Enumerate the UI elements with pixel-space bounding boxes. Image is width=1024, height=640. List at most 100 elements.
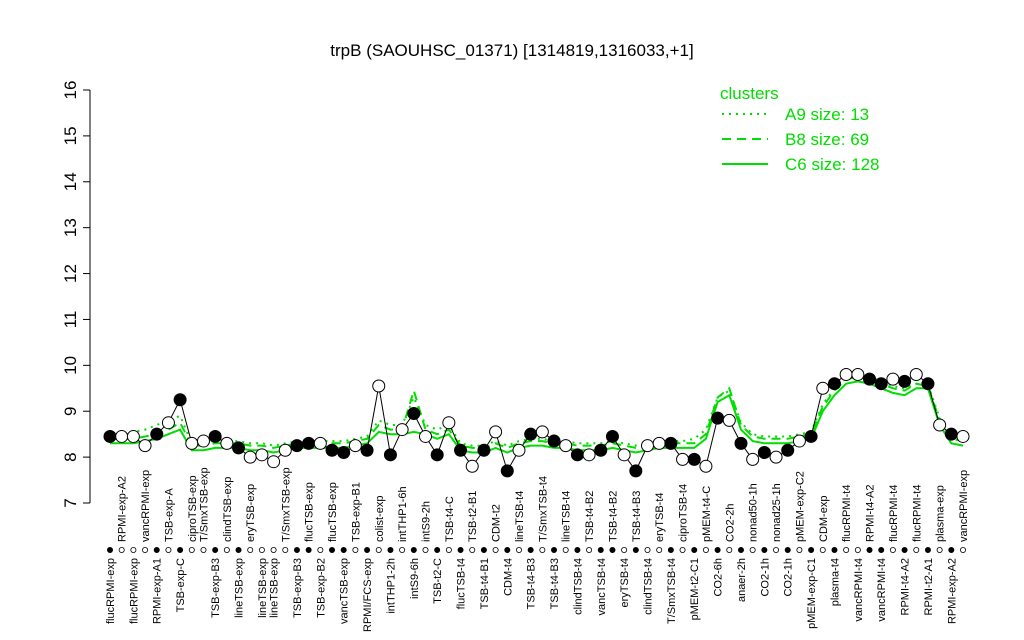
- data-point: [652, 436, 666, 450]
- x-tick-label: intS9-6h: [409, 558, 421, 599]
- data-point: [302, 436, 316, 450]
- data-point: [196, 434, 210, 448]
- point-connector: [366, 385, 380, 451]
- sample-marker: [808, 547, 815, 554]
- x-tick-label: TSB-t4-C: [444, 496, 456, 542]
- sample-marker: [293, 547, 300, 554]
- data-point: [173, 393, 187, 407]
- x-tick-label: nonad50-1h: [748, 483, 760, 542]
- sample-marker: [796, 547, 803, 554]
- sample-marker: [551, 547, 558, 554]
- data-point: [150, 427, 164, 441]
- data-point: [605, 429, 619, 443]
- data-point: [454, 443, 468, 457]
- sample-marker: [644, 547, 651, 554]
- sample-marker: [761, 547, 768, 554]
- x-tick-label: vancRPMI-exp: [140, 470, 152, 542]
- data-point: [337, 446, 351, 460]
- sample-marker: [691, 547, 698, 554]
- sample-marker: [889, 547, 896, 554]
- sample-marker: [107, 547, 114, 554]
- x-tick-label: lineTSB-t4: [561, 491, 573, 542]
- x-tick-label: flucRPMI-t4: [888, 485, 900, 542]
- sample-marker: [574, 547, 581, 554]
- y-tick-label: 9: [61, 406, 80, 415]
- data-point: [325, 443, 339, 457]
- y-tick-label: 15: [61, 126, 80, 145]
- x-tick-label: TSB-exp-B2: [315, 558, 327, 618]
- series-line-B8: [110, 375, 964, 449]
- x-tick-label: vancTSB-t4: [596, 558, 608, 615]
- sample-marker: [527, 547, 534, 554]
- x-tick-label: lineTSB-exp: [257, 558, 269, 618]
- data-point: [126, 429, 140, 443]
- sample-marker: [153, 547, 160, 554]
- x-tick-label: intTHP1-2h: [385, 558, 397, 614]
- data-point: [442, 416, 456, 430]
- x-tick-label: TSB-t4-B1: [479, 558, 491, 609]
- data-point: [220, 436, 234, 450]
- data-point: [769, 450, 783, 464]
- x-tick-label: lineTSB-t4: [514, 491, 526, 542]
- sample-marker: [469, 547, 476, 554]
- sample-marker: [562, 547, 569, 554]
- data-point: [313, 436, 327, 450]
- data-point: [827, 377, 841, 391]
- x-tick-label: RPMI-t4-A2: [900, 558, 912, 615]
- data-point: [512, 443, 526, 457]
- data-point: [676, 452, 690, 466]
- x-tick-label: TSB-t4-B2: [584, 491, 596, 542]
- legend-title: clusters: [720, 84, 779, 103]
- x-tick-label: RPMI-exp-A1: [152, 558, 164, 624]
- sample-marker: [387, 547, 394, 554]
- y-tick-label: 14: [61, 172, 80, 191]
- y-tick-label: 8: [61, 452, 80, 461]
- x-tick-label: pMEM-exp-C2: [794, 471, 806, 542]
- x-tick-label: flucRPMI-exp: [128, 558, 140, 624]
- y-tick-label: 10: [61, 356, 80, 375]
- data-point: [839, 368, 853, 382]
- sample-marker: [142, 547, 149, 554]
- x-tick-label: TSB-t2-B1: [467, 491, 479, 542]
- x-tick-label: clindTSB-exp: [222, 477, 234, 542]
- sample-marker: [258, 547, 265, 554]
- sample-marker: [749, 547, 756, 554]
- sample-marker: [609, 547, 616, 554]
- data-point: [944, 427, 958, 441]
- data-point: [185, 436, 199, 450]
- data-point: [348, 439, 362, 453]
- sample-marker: [714, 547, 721, 554]
- y-axis: 7 8 9 10 11 12 13 14 15 16: [61, 81, 91, 508]
- sample-marker: [177, 547, 184, 554]
- x-tick-label: flucTSB-exp: [304, 482, 316, 542]
- sample-marker: [165, 547, 172, 554]
- y-tick-label: 13: [61, 218, 80, 237]
- sample-marker: [422, 547, 429, 554]
- data-point: [489, 425, 503, 439]
- sample-marker: [247, 547, 254, 554]
- sample-marker: [913, 547, 920, 554]
- x-tick-label: flucRPMI-t4: [911, 485, 923, 542]
- data-point: [851, 368, 865, 382]
- data-point: [524, 427, 538, 441]
- x-tick-label: flucTSB-t4: [456, 558, 468, 609]
- x-tick-label: TSB-t4-B3: [631, 491, 643, 542]
- data-point: [535, 425, 549, 439]
- data-point: [687, 452, 701, 466]
- x-tick-label: pMEM-exp-C1: [806, 558, 818, 629]
- sample-marker: [960, 547, 967, 554]
- sample-marker: [235, 547, 242, 554]
- legend-label: B8 size: 69: [785, 130, 869, 149]
- x-tick-label: RPMI-exp-A2: [117, 476, 129, 542]
- sample-marker: [515, 547, 522, 554]
- x-tick-label: CDM-t4: [502, 558, 514, 596]
- x-tick-label: RPMI-exp-A2: [946, 558, 958, 624]
- data-point: [804, 429, 818, 443]
- x-tick-label: vancTSB-exp: [339, 558, 351, 624]
- data-point: [395, 423, 409, 437]
- sample-marker: [702, 547, 709, 554]
- sample-marker: [352, 547, 359, 554]
- x-tick-label: intTHP1-6h: [397, 486, 409, 542]
- data-point: [734, 436, 748, 450]
- legend: clusters A9 size: 13 B8 size: 69 C6 size: …: [720, 84, 880, 174]
